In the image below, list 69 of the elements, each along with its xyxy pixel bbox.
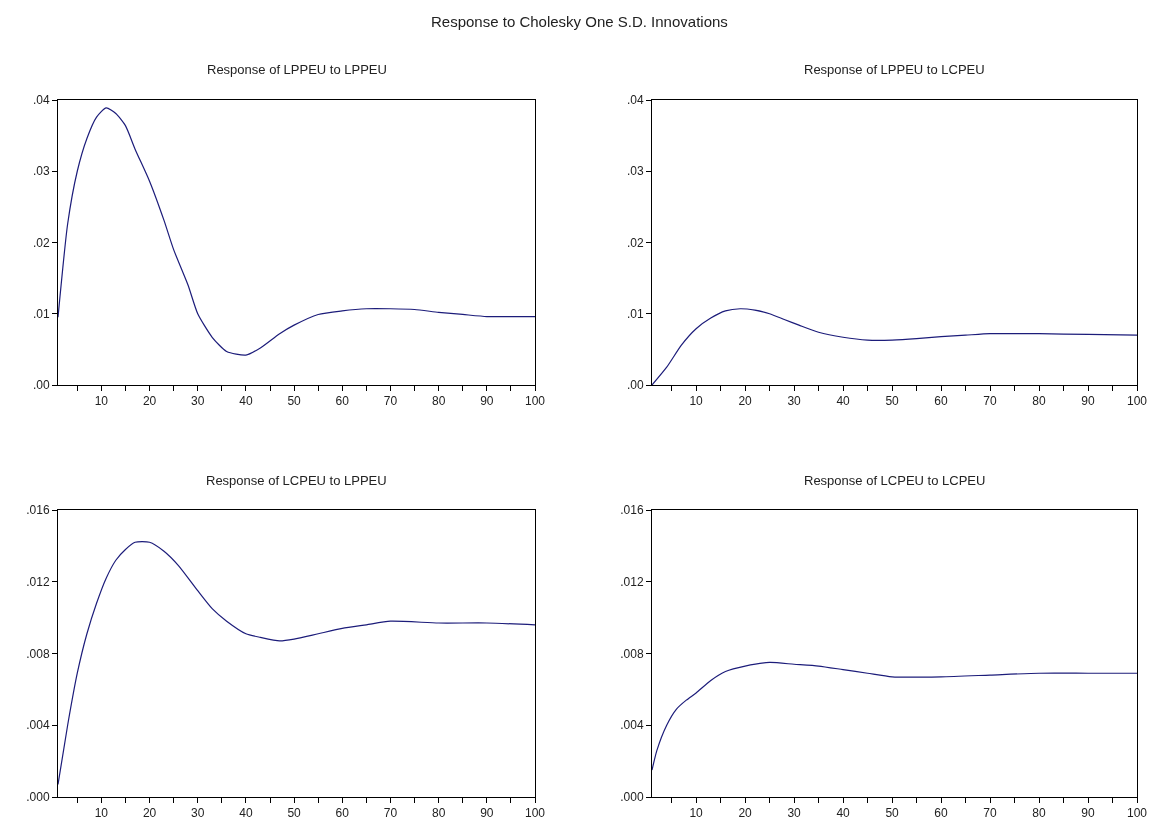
x-tick-label: 60 [335, 806, 350, 821]
x-tick-label: 60 [934, 394, 949, 409]
chart-title: Response of LPPEU to LCPEU [804, 62, 985, 77]
x-tick-label: 100 [524, 394, 546, 409]
x-tick-label: 10 [94, 806, 109, 821]
x-tick-label: 50 [885, 394, 900, 409]
y-tick-label: .008 [26, 646, 50, 661]
y-tick-label: .01 [32, 306, 50, 321]
x-tick-label: 10 [689, 394, 704, 409]
x-tick-label: 40 [836, 394, 851, 409]
y-tick-label: .00 [32, 378, 50, 393]
line-series [652, 661, 1137, 771]
x-tick-label: 40 [239, 394, 253, 409]
y-tick-label: .00 [626, 378, 644, 393]
x-tick-label: 70 [383, 394, 398, 409]
x-tick-label: 20 [142, 806, 157, 821]
x-tick-label: 30 [787, 806, 802, 821]
y-tick-label: .03 [626, 164, 644, 179]
x-tick-label: 80 [431, 806, 446, 821]
y-tick-label: .016 [620, 503, 644, 518]
text: Response to Cholesky One S.D. Innovations [431, 13, 728, 30]
line-series [652, 308, 1137, 385]
x-tick-label: 60 [335, 394, 350, 409]
y-tick-label: .01 [626, 306, 644, 321]
x-tick-label: 80 [1032, 394, 1047, 409]
x-tick-label: 80 [431, 394, 446, 409]
y-tick-label: .02 [626, 235, 644, 250]
x-tick-label: 20 [142, 394, 157, 409]
y-tick-label: .008 [620, 646, 644, 661]
y-tick-label: .004 [26, 718, 50, 733]
x-tick-label: 60 [934, 806, 949, 821]
x-tick-label: 100 [524, 806, 546, 821]
x-tick-label: 70 [383, 806, 398, 821]
x-tick-label: 70 [983, 394, 998, 409]
x-tick-label: 30 [191, 806, 205, 821]
x-tick-label: 20 [738, 806, 753, 821]
y-tick-label: .02 [32, 235, 50, 250]
line-series [58, 107, 535, 356]
x-tick-label: 30 [191, 394, 205, 409]
y-tick-label: .000 [26, 790, 50, 805]
y-tick-label: .03 [32, 164, 50, 179]
y-tick-label: .04 [626, 93, 644, 108]
x-tick-label: 40 [239, 806, 253, 821]
x-tick-label: 50 [885, 806, 900, 821]
y-tick-label: .004 [620, 718, 644, 733]
y-tick-label: .000 [620, 790, 644, 805]
x-tick-label: 90 [480, 394, 494, 409]
x-tick-label: 50 [287, 394, 302, 409]
chart-title: Response of LCPEU to LCPEU [804, 473, 986, 488]
x-tick-label: 90 [480, 806, 494, 821]
x-tick-label: 40 [836, 806, 851, 821]
y-tick-label: .04 [32, 93, 50, 108]
x-tick-label: 70 [983, 806, 998, 821]
x-tick-label: 100 [1126, 394, 1148, 409]
x-tick-label: 80 [1032, 806, 1047, 821]
x-tick-label: 30 [787, 394, 802, 409]
x-tick-label: 10 [94, 394, 109, 409]
x-tick-label: 10 [689, 806, 704, 821]
x-tick-label: 90 [1081, 806, 1095, 821]
y-tick-label: .012 [26, 574, 50, 589]
y-tick-label: .016 [26, 503, 50, 518]
chart-title: Response of LCPEU to LPPEU [206, 473, 387, 488]
chart-subtitle: Response of LPPEU to LPPEU [207, 62, 387, 77]
x-tick-label: 50 [287, 806, 302, 821]
x-tick-label: 90 [1081, 394, 1095, 409]
y-tick-label: .012 [620, 574, 644, 589]
x-tick-label: 20 [738, 394, 753, 409]
x-tick-label: 100 [1126, 806, 1148, 821]
line-series [58, 541, 535, 786]
